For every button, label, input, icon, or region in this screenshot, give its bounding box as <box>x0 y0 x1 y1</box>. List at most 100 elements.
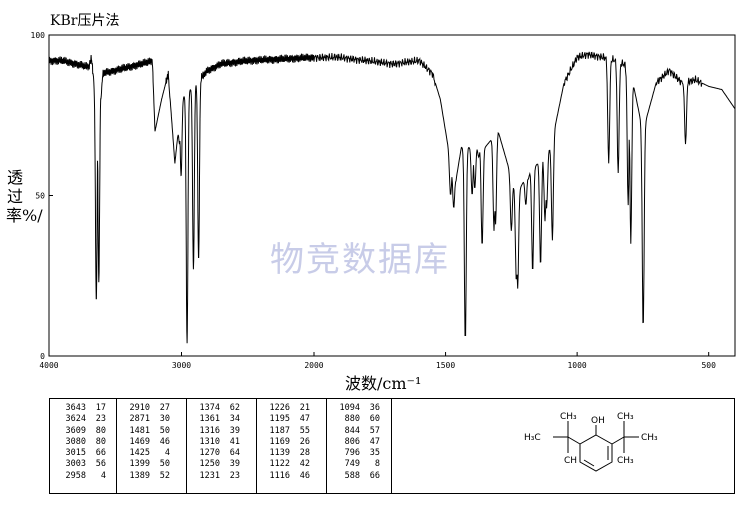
x-tick-label: 3000 <box>172 361 191 370</box>
peak-wavenumber: 1226 <box>269 403 290 413</box>
y-tick-label: 100 <box>31 31 46 40</box>
peak-wavenumber: 3003 <box>65 459 86 470</box>
table-divider <box>391 399 392 493</box>
peak-wavenumber: 3015 <box>65 448 86 459</box>
peak-wavenumber: 1425 <box>129 448 150 459</box>
peak-transmittance: 23 <box>95 414 106 425</box>
peak-transmittance: 28 <box>299 448 310 459</box>
peak-transmittance: 27 <box>159 403 170 413</box>
peak-row: 1481 50 <box>122 426 170 437</box>
peak-row: 749 8 <box>332 459 380 470</box>
y-tick-label: 0 <box>40 352 45 361</box>
peak-transmittance: 41 <box>229 436 240 447</box>
peak-transmittance: 4 <box>100 470 106 481</box>
peak-row: 1399 50 <box>122 459 170 470</box>
peak-row: 1139 28 <box>262 448 310 459</box>
peak-transmittance: 46 <box>299 470 310 481</box>
peak-wavenumber: 1469 <box>129 436 150 447</box>
peak-transmittance: 66 <box>369 470 380 481</box>
peak-wavenumber: 796 <box>344 448 360 459</box>
peak-wavenumber: 3643 <box>65 403 86 413</box>
peak-row: 3624 23 <box>58 414 106 425</box>
peak-row: 1226 21 <box>262 403 310 414</box>
peak-column: 3643 17 3624 23 3609 80 3080 80 3015 66 3003 56 2958… <box>58 403 106 482</box>
peak-transmittance: 4 <box>164 448 170 459</box>
x-tick-label: 500 <box>701 361 716 370</box>
peak-transmittance: 42 <box>299 459 310 470</box>
peak-wavenumber: 2910 <box>129 403 150 413</box>
peak-row: 880 60 <box>332 414 380 425</box>
x-tick-label: 1500 <box>436 361 455 370</box>
peak-row: 1187 55 <box>262 426 310 437</box>
methyl-top-right: CH₃ <box>617 412 634 422</box>
peak-column: 2910 27 2871 30 1481 50 1469 46 1425 4 1399 50 1389 5… <box>122 403 170 482</box>
peak-row: 3609 80 <box>58 426 106 437</box>
peak-row: 1169 26 <box>262 437 310 448</box>
peak-wavenumber: 3609 <box>65 425 86 436</box>
ir-spectrum-plot: 4000 3000 2000 1500 1000 500 0 50 100 <box>31 31 736 370</box>
peak-wavenumber: 3080 <box>65 436 86 447</box>
x-tick-label: 2000 <box>304 361 323 370</box>
molecule-structure: OH H₃C CH₃ CH CH₃ CH₃ CH₃ <box>524 412 658 472</box>
peak-row: 3003 56 <box>58 459 106 470</box>
y-tick-label: 50 <box>35 192 45 201</box>
peak-wavenumber: 1310 <box>199 436 220 447</box>
oh-label: OH <box>591 416 605 426</box>
peak-transmittance: 47 <box>299 414 310 425</box>
peak-row: 1270 64 <box>192 448 240 459</box>
peak-transmittance: 66 <box>95 448 106 459</box>
peak-row: 1250 39 <box>192 459 240 470</box>
peak-wavenumber: 1361 <box>199 414 220 425</box>
peak-wavenumber: 588 <box>344 470 360 481</box>
peak-row: 588 66 <box>332 471 380 482</box>
peak-transmittance: 47 <box>369 436 380 447</box>
peak-row: 1361 34 <box>192 414 240 425</box>
peak-row: 1231 23 <box>192 471 240 482</box>
peak-row: 1374 62 <box>192 403 240 414</box>
peak-transmittance: 57 <box>369 425 380 436</box>
peak-column: 1226 21 1195 47 1187 55 1169 26 1139 28 1122 42 1116… <box>262 403 310 482</box>
peak-row: 1310 41 <box>192 437 240 448</box>
peak-row: 3080 80 <box>58 437 106 448</box>
peak-row: 806 47 <box>332 437 380 448</box>
methyl-bottom-right: CH₃ <box>617 456 634 466</box>
peak-transmittance: 30 <box>159 414 170 425</box>
peak-table: 3643 17 3624 23 3609 80 3080 80 3015 66 3003 56 2958… <box>49 398 735 494</box>
peak-wavenumber: 1231 <box>199 470 220 481</box>
peak-transmittance: 50 <box>159 425 170 436</box>
peak-wavenumber: 1139 <box>269 448 290 459</box>
peak-transmittance: 64 <box>229 448 240 459</box>
peak-wavenumber: 1187 <box>269 425 290 436</box>
peak-wavenumber: 1195 <box>269 414 290 425</box>
peak-row: 2871 30 <box>122 414 170 425</box>
x-tick-label: 1000 <box>567 361 586 370</box>
peak-row: 1195 47 <box>262 414 310 425</box>
peak-wavenumber: 880 <box>344 414 360 425</box>
peak-wavenumber: 1399 <box>129 459 150 470</box>
spectrum-line <box>48 51 736 344</box>
peak-row: 1469 46 <box>122 437 170 448</box>
h3c-label: H₃C <box>524 433 541 443</box>
peak-row: 3015 66 <box>58 448 106 459</box>
peak-wavenumber: 1270 <box>199 448 220 459</box>
peak-wavenumber: 806 <box>344 436 360 447</box>
peak-wavenumber: 844 <box>344 425 360 436</box>
peak-wavenumber: 2958 <box>65 470 86 481</box>
peak-row: 796 35 <box>332 448 380 459</box>
peak-wavenumber: 1389 <box>129 470 150 481</box>
peak-transmittance: 46 <box>159 436 170 447</box>
peak-row: 1122 42 <box>262 459 310 470</box>
peak-transmittance: 50 <box>159 459 170 470</box>
peak-row: 1389 52 <box>122 471 170 482</box>
peak-transmittance: 80 <box>95 436 106 447</box>
peak-transmittance: 39 <box>229 425 240 436</box>
peak-transmittance: 34 <box>229 414 240 425</box>
peak-row: 2958 4 <box>58 471 106 482</box>
peak-transmittance: 56 <box>95 459 106 470</box>
peak-row: 2910 27 <box>122 403 170 414</box>
table-divider <box>256 399 257 493</box>
peak-wavenumber: 1250 <box>199 459 220 470</box>
peak-transmittance: 26 <box>299 436 310 447</box>
peak-transmittance: 80 <box>95 425 106 436</box>
methyl-right: CH₃ <box>641 433 658 443</box>
